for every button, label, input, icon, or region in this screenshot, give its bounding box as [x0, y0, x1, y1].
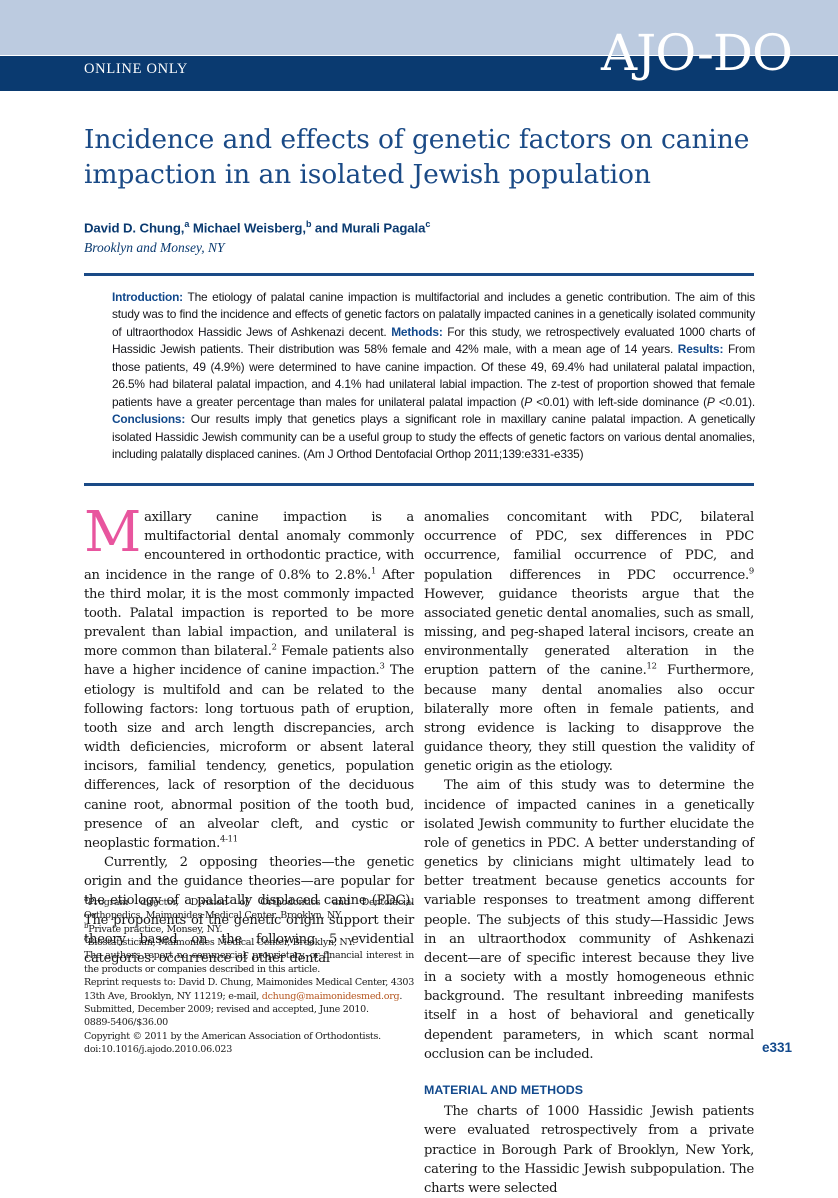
journal-logo: AJO-DO: [601, 24, 793, 82]
masthead-dark-band: [0, 56, 838, 91]
masthead-light-band: [0, 0, 838, 55]
affiliation-line: Brooklyn and Monsey, NY: [84, 239, 225, 255]
footnote-submitted: Submitted, December 2009; revised and ac…: [84, 1003, 369, 1015]
abstract-text: Introduction: The etiology of palatal ca…: [112, 290, 755, 461]
title-block: Incidence and effects of genetic factors…: [84, 122, 754, 256]
footnote-copyright: Copyright © 2011 by the American Associa…: [84, 1030, 381, 1042]
right-paragraph-2: The aim of this study was to determine t…: [424, 778, 754, 1062]
page-title: Incidence and effects of genetic factors…: [84, 124, 750, 191]
footnote-c: cBiostatistician, Maimonides Medical Cen…: [84, 934, 356, 949]
footnote-issn: 0889-5406/$36.00: [84, 1017, 168, 1029]
footnote-a: aProgram director, Division of Orthodont…: [84, 894, 414, 922]
abstract-top-rule: [84, 273, 754, 276]
section-heading-material-and-methods: MATERIAL AND METHODS: [424, 1082, 584, 1097]
footnote-doi: doi:10.1016/j.ajodo.2010.06.023: [84, 1043, 232, 1055]
drop-cap: M: [84, 500, 142, 565]
page-number: e331: [761, 1040, 792, 1055]
right-paragraph-1: anomalies concomitant with PDC, bilatera…: [424, 510, 754, 775]
right-paragraph-3: The charts of 1000 Hassidic Jewish patie…: [424, 1104, 754, 1196]
footnote-reprint-requests: Reprint requests to: David D. Chung, Mai…: [84, 977, 414, 1002]
body-column-right: anomalies concomitant with PDC, bilatera…: [424, 508, 754, 1198]
footnote-disclosure: The authors report no commercial, propri…: [84, 950, 414, 975]
left-paragraph-1-text: axillary canine impaction is a multifact…: [84, 510, 414, 851]
footnote-block: aProgram director, Division of Orthodont…: [84, 894, 414, 1056]
footnote-b: bPrivate practice, Monsey, NY.: [84, 921, 223, 935]
left-paragraph-2: Currently, 2 opposing theories—the genet…: [84, 855, 414, 966]
masthead: ONLINE ONLY AJO-DO: [0, 0, 838, 101]
abstract-bottom-rule: [84, 483, 754, 486]
online-only-label: ONLINE ONLY: [84, 61, 189, 77]
author-list: David D. Chung,a Michael Weisberg,b and …: [84, 219, 431, 236]
